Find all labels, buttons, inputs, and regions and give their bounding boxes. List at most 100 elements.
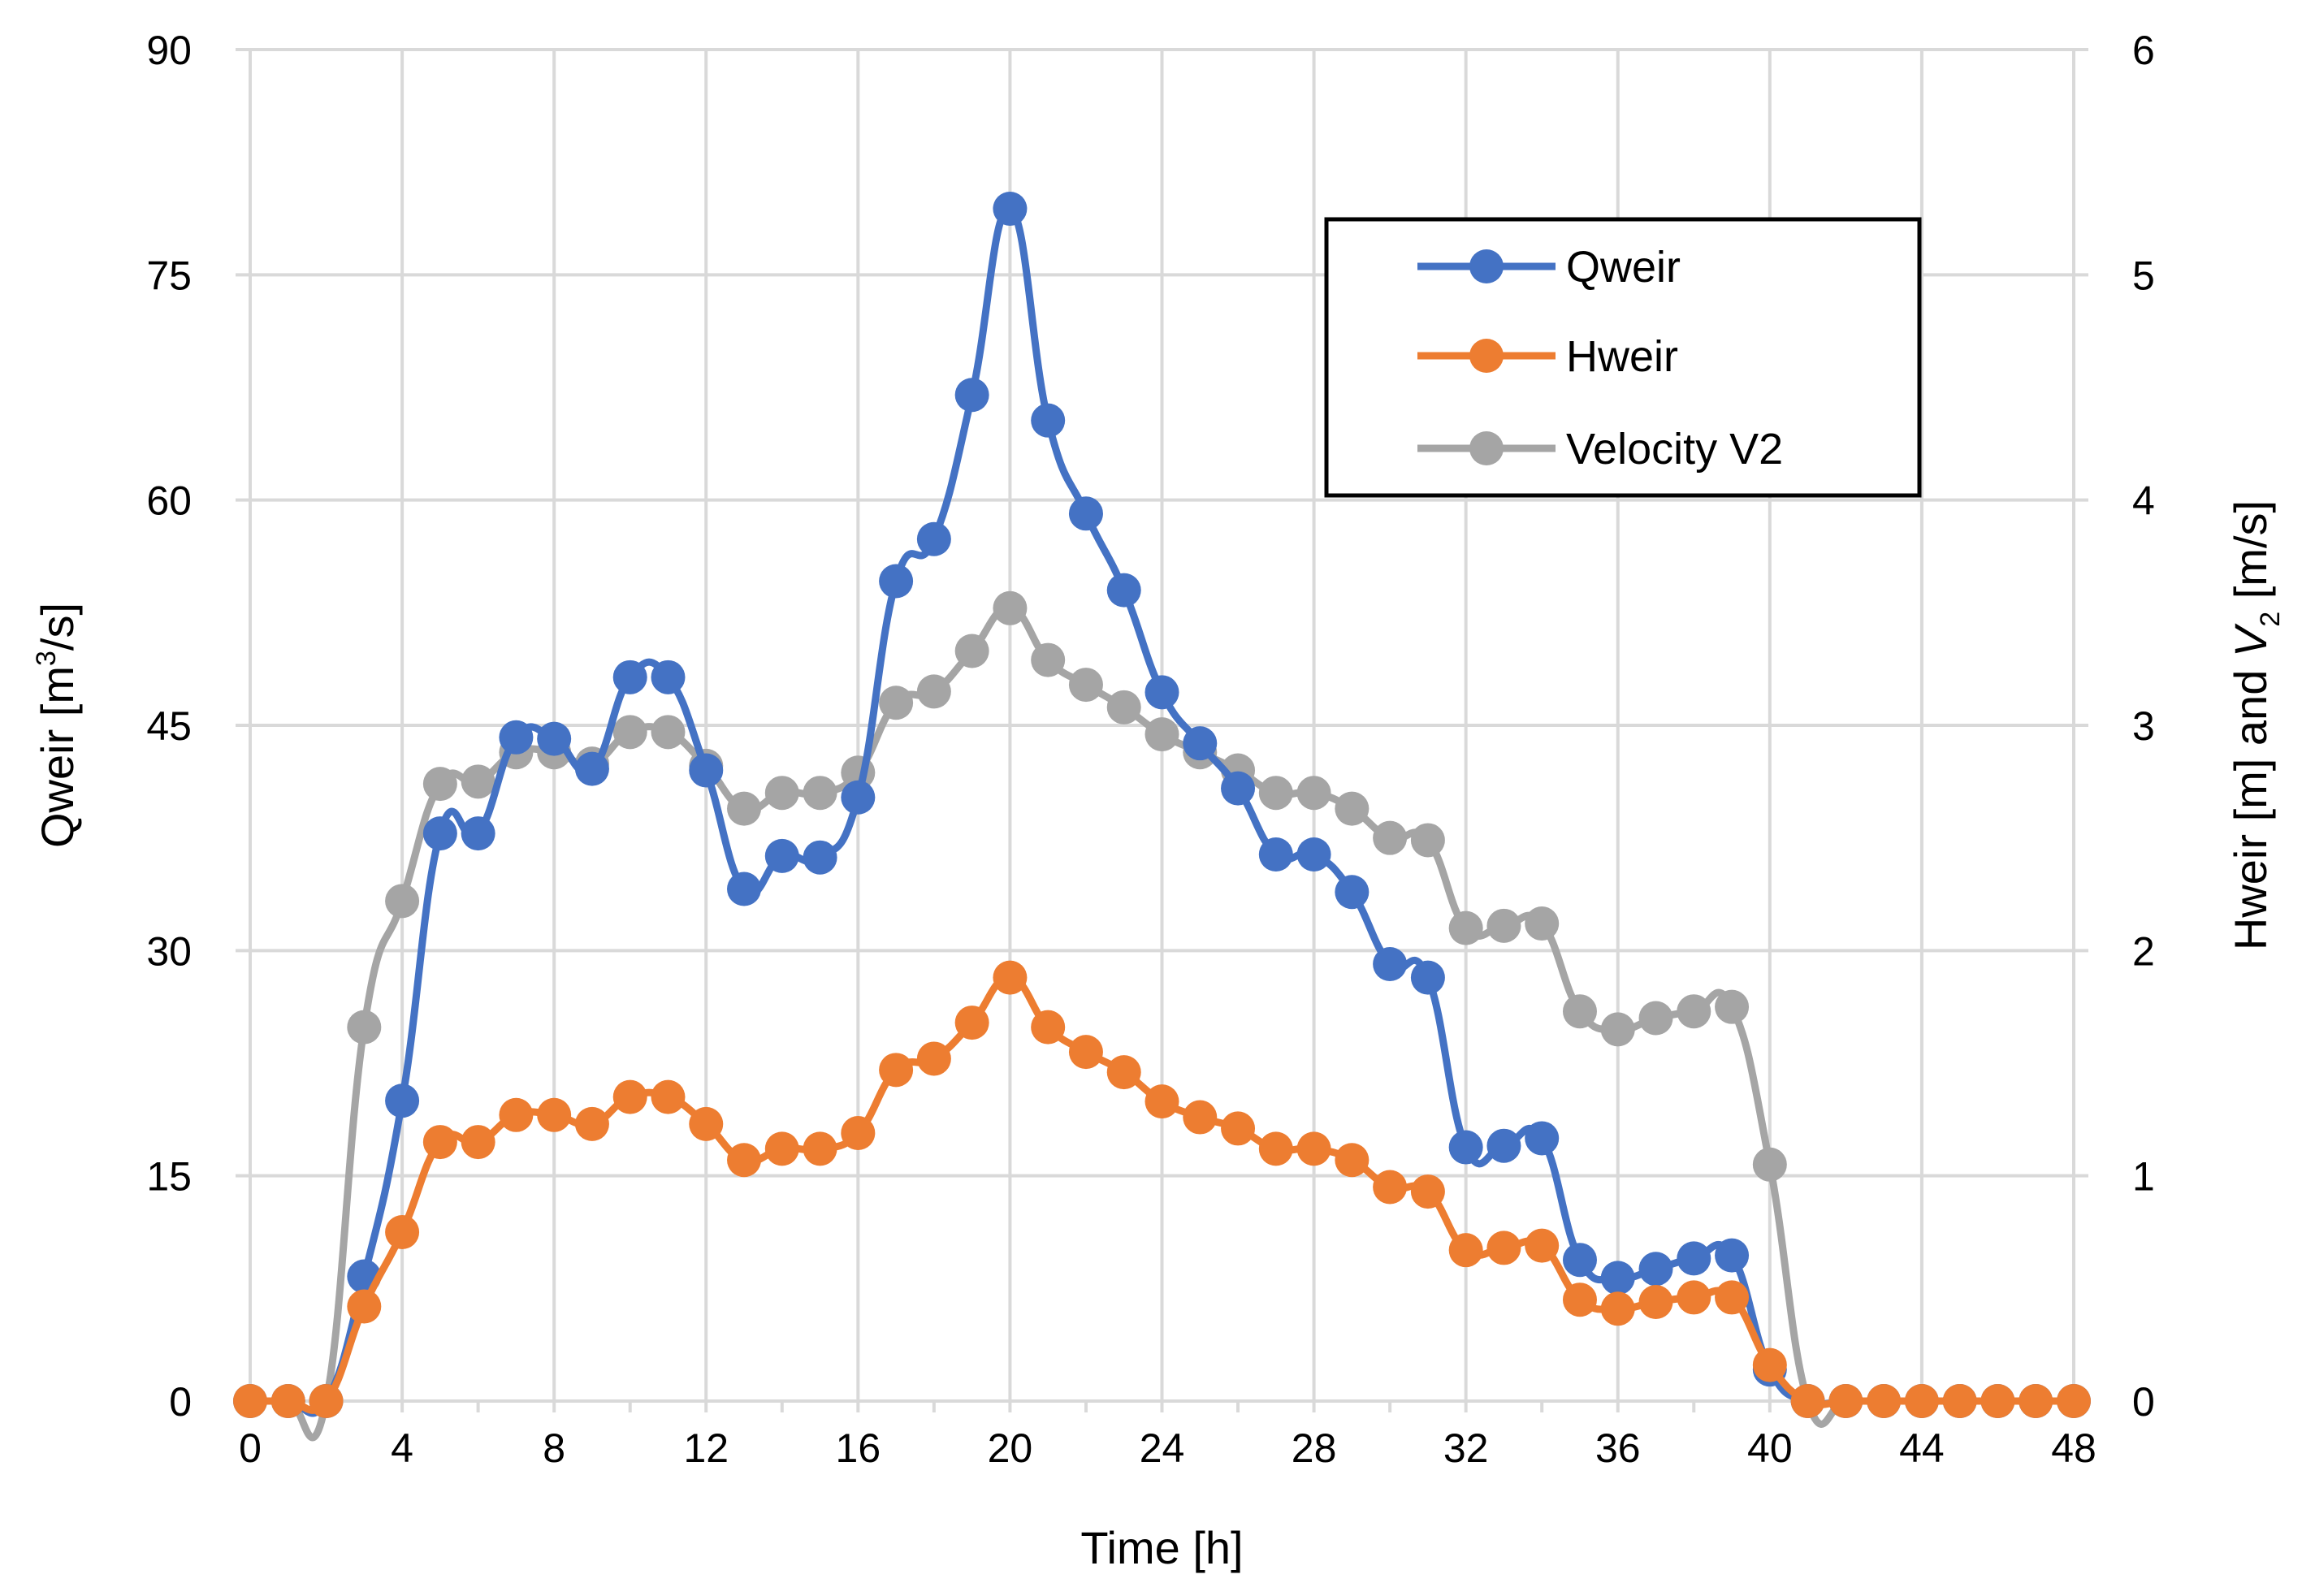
data-point: [385, 1083, 420, 1118]
y-left-tick-label: 60: [146, 478, 192, 524]
data-point: [1373, 1170, 1408, 1205]
data-point: [879, 564, 914, 599]
data-point: [1790, 1384, 1825, 1418]
y-left-tick-label: 0: [169, 1379, 192, 1425]
data-point: [1562, 1243, 1597, 1278]
x-tick-label: 8: [543, 1425, 565, 1471]
x-tick-label: 4: [391, 1425, 413, 1471]
data-point: [1068, 1035, 1103, 1070]
series-layer: [233, 191, 2091, 1442]
y-axis-right-title: Hweir [m] and V2 [m/s]: [2225, 500, 2286, 950]
data-point: [461, 816, 495, 851]
data-point: [1638, 1001, 1673, 1036]
data-point: [764, 776, 799, 811]
data-point: [1145, 675, 1179, 710]
x-tick-label: 32: [1443, 1425, 1489, 1471]
data-point: [803, 840, 837, 875]
data-point: [1448, 910, 1483, 945]
data-point: [727, 872, 762, 906]
data-point: [1677, 994, 1711, 1029]
x-tick-label: 20: [988, 1425, 1033, 1471]
data-point: [574, 751, 609, 786]
tick-labels: 0 4 8 12 16 20 24 28 32 36 40 44 4801530456075900123…: [146, 28, 2154, 1471]
data-point: [916, 521, 951, 556]
data-point: [422, 816, 457, 851]
data-point: [1258, 1131, 1293, 1166]
data-point: [347, 1289, 382, 1324]
data-point: [1258, 837, 1293, 872]
x-tick-label: 48: [2051, 1425, 2096, 1471]
y-axis-left-title-sup: 3: [31, 651, 62, 666]
axes: [236, 48, 2088, 1412]
data-point: [1638, 1284, 1673, 1319]
data-point: [1410, 1174, 1445, 1209]
y-right-tick-label: 2: [2132, 928, 2155, 974]
legend-item-hweir: Hweir: [1417, 332, 1678, 381]
data-point: [1296, 1131, 1331, 1166]
data-point: [1486, 1128, 1521, 1163]
data-point: [651, 715, 686, 750]
data-point: [803, 776, 837, 811]
data-point: [916, 1041, 951, 1076]
data-point: [422, 1125, 457, 1160]
data-point: [309, 1384, 344, 1418]
data-point: [537, 1097, 572, 1132]
data-point: [993, 590, 1028, 625]
data-point: [1106, 690, 1141, 724]
y-right-tick-label: 4: [2132, 478, 2155, 524]
data-point: [1145, 1084, 1179, 1119]
data-point: [1221, 1111, 1256, 1146]
data-point: [1106, 573, 1141, 608]
data-point: [1296, 837, 1331, 872]
y-right-tick-label: 6: [2132, 28, 2155, 73]
y-axis-left-title-tail: /s]: [32, 603, 83, 651]
data-point: [1752, 1147, 1787, 1182]
data-point: [1486, 1231, 1521, 1265]
data-point: [1600, 1261, 1635, 1295]
data-point: [1715, 989, 1750, 1024]
data-point: [1221, 771, 1256, 806]
data-point: [1638, 1252, 1673, 1287]
data-point: [689, 1106, 724, 1141]
data-point: [1068, 496, 1103, 531]
data-point: [689, 753, 724, 788]
data-point: [499, 720, 534, 755]
x-axis-title: Time [h]: [1080, 1522, 1243, 1573]
data-point: [1031, 1010, 1066, 1045]
legend-label: Velocity V2: [1566, 425, 1783, 474]
data-point: [2057, 1384, 2091, 1418]
x-tick-label: 40: [1747, 1425, 1793, 1471]
y-left-tick-label: 90: [146, 28, 192, 73]
data-point: [1031, 403, 1066, 438]
data-point: [233, 1384, 267, 1418]
data-point: [1448, 1233, 1483, 1268]
data-point: [993, 191, 1028, 226]
data-point: [1258, 776, 1293, 811]
y-right-tick-label: 5: [2132, 253, 2155, 298]
data-point: [1525, 1121, 1560, 1156]
data-point: [651, 1079, 686, 1114]
data-point: [1410, 823, 1445, 858]
data-point: [1828, 1384, 1863, 1418]
legend-marker: [1469, 431, 1504, 465]
data-point: [1867, 1384, 1902, 1418]
y-right-tick-label: 0: [2132, 1379, 2155, 1425]
data-point: [1296, 776, 1331, 811]
y-right-tick-label: 1: [2132, 1154, 2155, 1200]
data-point: [727, 791, 762, 826]
data-point: [422, 767, 457, 802]
series-hweir: [233, 960, 2091, 1418]
data-point: [651, 660, 686, 694]
data-point: [727, 1143, 762, 1178]
legend-item-velocity-v2: Velocity V2: [1417, 425, 1783, 474]
data-point: [954, 1006, 989, 1040]
data-point: [764, 838, 799, 873]
data-point: [1335, 1143, 1370, 1178]
legend: Qweir Hweir Velocity V2: [1324, 217, 1922, 498]
data-point: [916, 674, 951, 709]
data-point: [1335, 791, 1370, 826]
y-axis-left-title-base: Qweir [m: [32, 666, 83, 848]
data-point: [954, 378, 989, 413]
legend-marker: [1469, 339, 1504, 373]
